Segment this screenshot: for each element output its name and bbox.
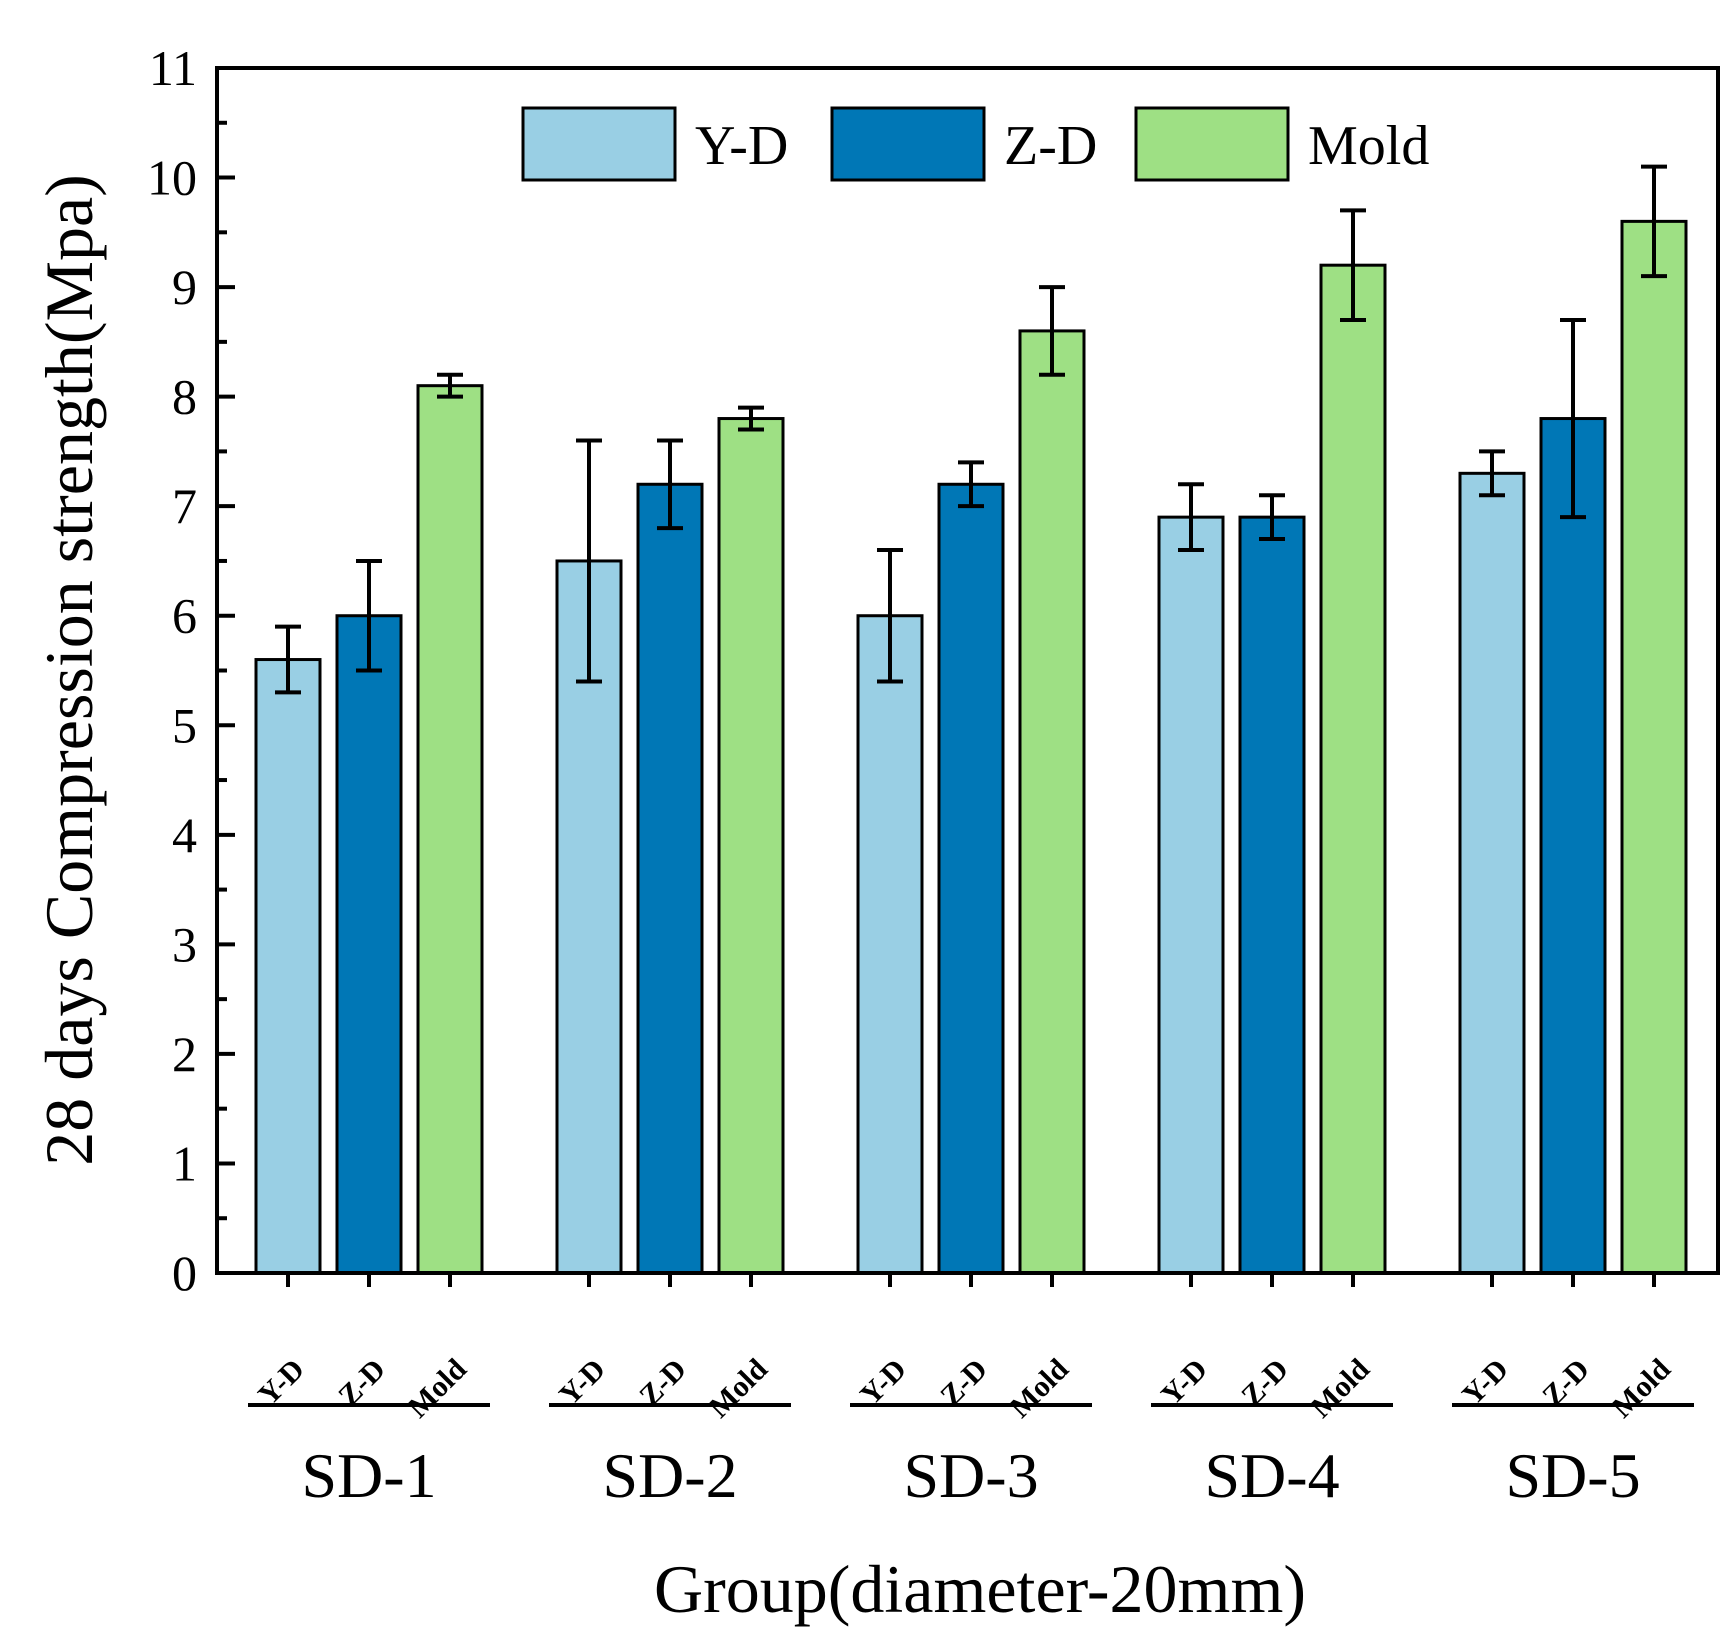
group-label-sd-3: SD-3	[903, 1440, 1038, 1511]
error-bar	[1178, 482, 1204, 552]
error-bar	[437, 372, 463, 399]
bar-y-d-sd-1	[254, 658, 322, 1275]
legend-item-y-d: Y-D	[521, 106, 788, 182]
error-bar	[1479, 449, 1505, 498]
error-bar	[1039, 285, 1065, 377]
error-bar	[958, 460, 984, 509]
y-tick-label: 1	[172, 1135, 197, 1191]
error-bar	[275, 624, 301, 695]
error-bar	[576, 438, 602, 684]
sub-label-mold: Mold	[401, 1352, 473, 1424]
legend-swatch	[830, 106, 986, 182]
y-tick-label: 8	[172, 369, 197, 425]
sub-label-mold: Mold	[1304, 1352, 1376, 1424]
error-bar	[657, 438, 683, 531]
legend-swatch	[521, 106, 677, 182]
sub-label-y-d: Y-D	[553, 1353, 612, 1412]
y-axis-title: 28 days Compression strength(Mpa)	[31, 174, 107, 1166]
y-axis: 0 1 2 3 4 5 6 7 8 9 10 11	[147, 40, 235, 1301]
group-label-sd-2: SD-2	[602, 1440, 737, 1511]
error-bar	[1641, 164, 1667, 279]
bar-y-d-sd-5	[1458, 471, 1526, 1275]
y-tick-label: 11	[149, 40, 197, 96]
y-tick-label: 10	[147, 150, 197, 206]
legend-label: Mold	[1308, 115, 1429, 177]
legend-label: Y-D	[695, 115, 788, 177]
bar-mold-sd-3	[1018, 329, 1086, 1275]
bar-mold-sd-5	[1620, 219, 1688, 1275]
error-bar	[877, 548, 903, 684]
error-bar	[356, 558, 382, 673]
bar-mold-sd-1	[416, 384, 484, 1275]
group-label-sd-1: SD-1	[301, 1440, 436, 1511]
sub-label-y-d: Y-D	[1155, 1353, 1214, 1412]
error-bar	[738, 405, 764, 432]
y-tick-label: 3	[172, 916, 197, 972]
bar-mold-sd-4	[1319, 263, 1387, 1275]
legend-item-z-d: Z-D	[830, 106, 1097, 182]
bar-y-d-sd-4	[1157, 515, 1225, 1275]
legend-label: Z-D	[1004, 115, 1097, 177]
error-bars-layer	[275, 164, 1667, 695]
y-tick-label: 7	[172, 478, 197, 534]
y-tick-label: 4	[172, 807, 197, 863]
bars-layer	[254, 219, 1688, 1275]
bar-mold-sd-2	[717, 417, 785, 1275]
bar-z-d-sd-4	[1238, 515, 1306, 1275]
sub-label-y-d: Y-D	[252, 1353, 311, 1412]
bar-y-d-sd-3	[856, 614, 924, 1275]
sub-label-y-d: Y-D	[854, 1353, 913, 1412]
x-axis-title: Group(diameter-20mm)	[654, 1551, 1306, 1627]
sub-label-y-d: Y-D	[1456, 1353, 1515, 1412]
y-tick-label: 0	[172, 1245, 197, 1301]
legend-swatch	[1134, 106, 1290, 182]
bar-z-d-sd-5	[1539, 417, 1607, 1275]
sub-label-mold: Mold	[1003, 1352, 1075, 1424]
y-tick-label: 5	[172, 697, 197, 753]
bar-z-d-sd-2	[636, 482, 704, 1275]
error-bar	[1340, 208, 1366, 322]
sub-label-mold: Mold	[702, 1352, 774, 1424]
legend-item-mold: Mold	[1134, 106, 1429, 182]
group-label-sd-4: SD-4	[1204, 1440, 1339, 1511]
error-bar	[1259, 493, 1285, 542]
bar-z-d-sd-1	[335, 614, 403, 1275]
legend: Y-D Z-D Mold	[521, 106, 1429, 182]
y-tick-label: 2	[172, 1026, 197, 1082]
error-bar	[1560, 317, 1586, 520]
group-label-sd-5: SD-5	[1505, 1440, 1640, 1511]
y-tick-label: 9	[172, 259, 197, 315]
bar-z-d-sd-3	[937, 482, 1005, 1275]
y-tick-label: 6	[172, 588, 197, 644]
sub-label-mold: Mold	[1605, 1352, 1677, 1424]
